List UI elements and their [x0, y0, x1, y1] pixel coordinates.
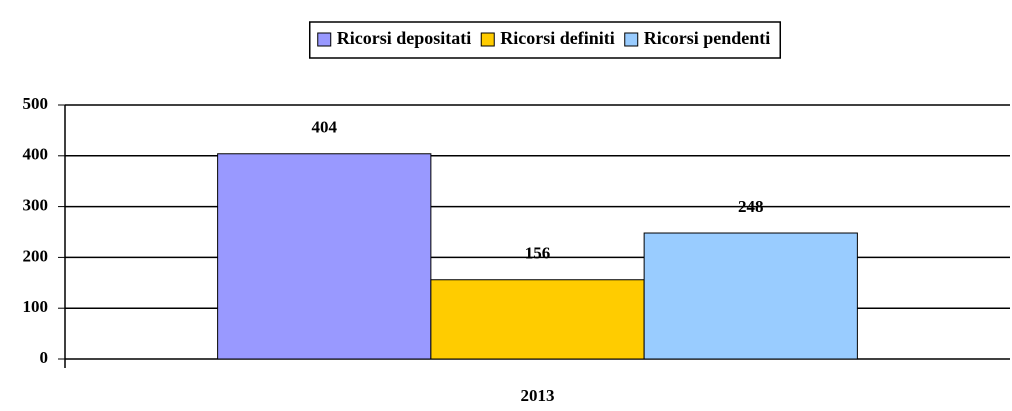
bar	[430, 279, 645, 360]
legend-swatch	[317, 32, 332, 47]
y-tick-label: 500	[23, 94, 49, 113]
bar	[217, 153, 432, 360]
legend: Ricorsi depositati Ricorsi definiti Ricors…	[308, 21, 782, 59]
bar	[643, 232, 858, 360]
legend-box	[308, 21, 782, 59]
y-tick-label: 100	[23, 297, 49, 316]
y-tick-label: 300	[23, 196, 49, 215]
legend-swatch	[480, 32, 495, 47]
x-tick-label: 2013	[521, 386, 555, 405]
value-label: 248	[738, 197, 764, 216]
legend-label: Ricorsi pendenti	[644, 28, 771, 48]
legend-label: Ricorsi definiti	[500, 28, 615, 48]
value-label: 156	[525, 244, 551, 263]
legend-label: Ricorsi depositati	[337, 28, 472, 48]
y-tick-label: 400	[23, 145, 49, 164]
legend-swatch	[624, 32, 639, 47]
y-tick-label: 0	[40, 348, 49, 367]
value-label: 404	[311, 118, 337, 137]
y-tick-label: 200	[23, 246, 49, 265]
